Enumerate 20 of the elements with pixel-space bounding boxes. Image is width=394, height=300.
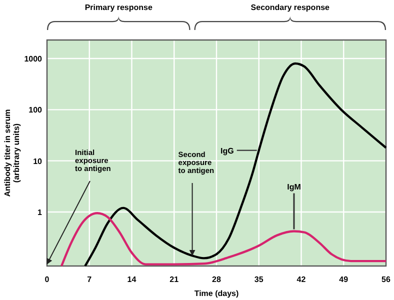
y-tick-label: 100 (28, 106, 43, 115)
y-axis-title: Antibody titer in serum (arbitrary units) (3, 109, 21, 197)
x-tick-label: 14 (127, 275, 137, 284)
x-tick-label: 28 (212, 275, 222, 284)
x-tick-label: 49 (339, 275, 349, 284)
text: IgG (220, 146, 234, 156)
y-tick-label: 10 (33, 156, 43, 166)
y-tick-label: 1000 (24, 54, 43, 64)
x-tick-label: 7 (87, 275, 92, 284)
x-tick-label: 0 (44, 275, 50, 284)
x-tick-label: 21 (170, 275, 180, 284)
text: IgM (287, 182, 302, 192)
x-tick-label: 42 (296, 275, 306, 284)
text: Secondary response (250, 3, 330, 12)
y-tick-label: 1 (38, 208, 43, 217)
text: Primary response (84, 3, 153, 12)
line-series (60, 212, 388, 268)
x-axis-title: Time (days) (194, 289, 239, 298)
x-tick-label: 35 (254, 275, 264, 284)
x-tick-label: 56 (382, 275, 391, 284)
